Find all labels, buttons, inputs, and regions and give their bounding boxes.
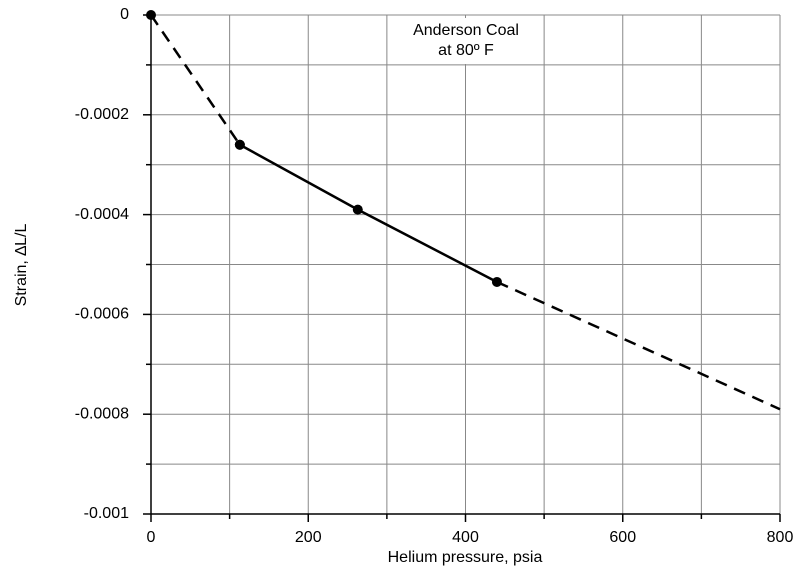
annotation: at 80º F: [438, 42, 494, 59]
y-tick-label: -0.0004: [75, 206, 129, 223]
y-axis-label: Strain, ∆L/L: [13, 224, 30, 307]
y-tick-label: -0.0002: [75, 106, 129, 123]
x-tick-label: 200: [295, 529, 322, 546]
data-point: [352, 204, 363, 215]
y-tick-label: -0.001: [84, 505, 129, 522]
x-tick-label: 0: [147, 529, 156, 546]
series-line: [496, 280, 781, 411]
annotation-box: [388, 18, 540, 64]
x-tick-label: 400: [452, 529, 479, 546]
y-tick-label: -0.0008: [75, 405, 129, 422]
annotation: Anderson Coal: [413, 22, 519, 39]
x-tick-label: 600: [609, 529, 636, 546]
x-tick-label: 800: [767, 529, 794, 546]
series-line: [239, 143, 498, 284]
y-tick-label: -0.0006: [75, 306, 129, 323]
data-point: [234, 139, 245, 150]
x-axis-label: Helium pressure, psia: [388, 549, 543, 566]
y-tick-label: 0: [120, 6, 129, 23]
data-point: [146, 10, 156, 20]
series-line: [149, 14, 241, 146]
